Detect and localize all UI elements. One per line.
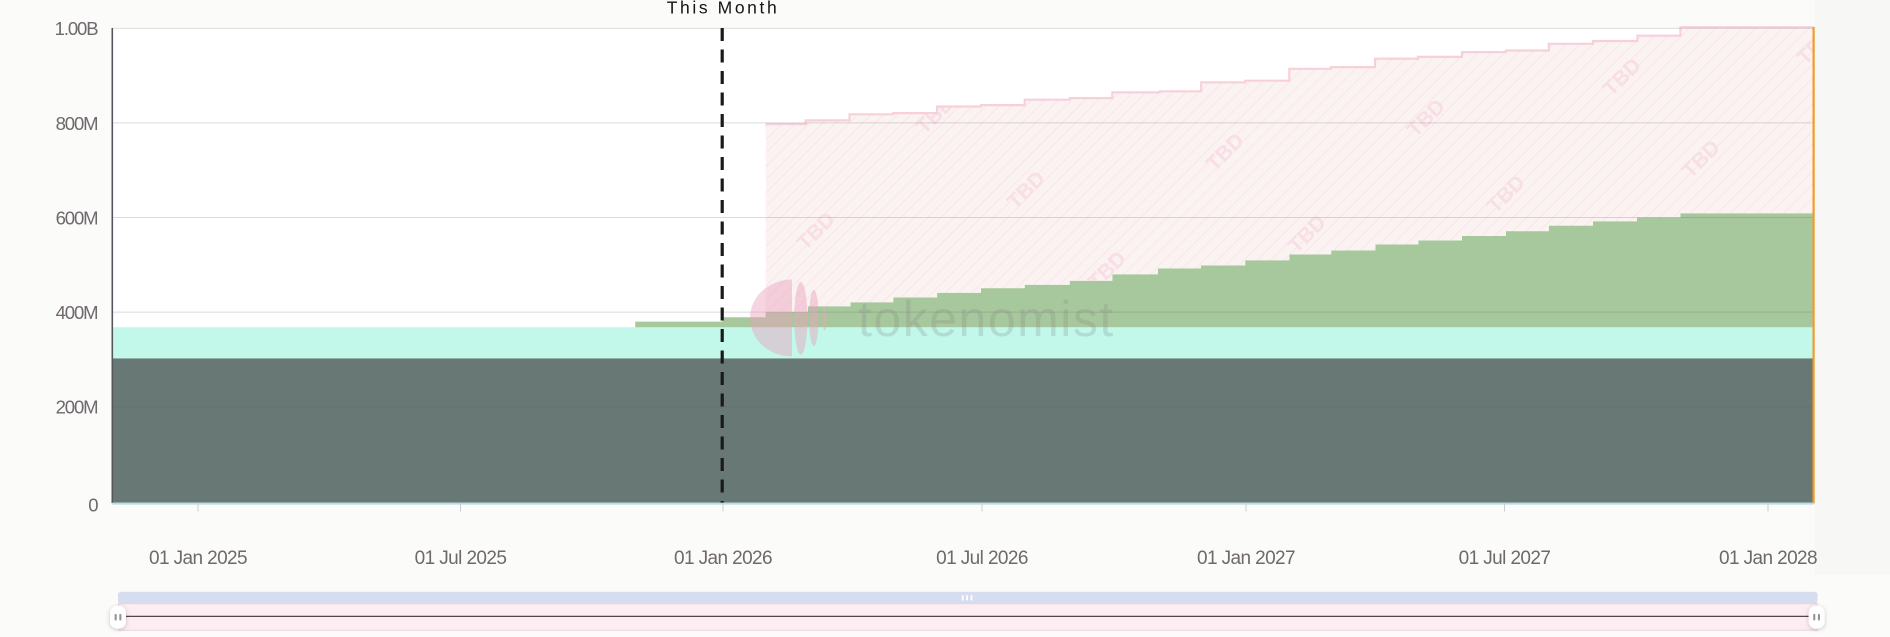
svg-text:01 Jul 2025: 01 Jul 2025 [415,548,507,569]
svg-text:400M: 400M [56,302,98,323]
svg-text:200M: 200M [56,397,98,418]
svg-text:This Month: This Month [667,0,780,18]
svg-text:600M: 600M [56,207,98,228]
svg-text:01 Jan 2025: 01 Jan 2025 [149,548,247,569]
svg-text:tokenomist: tokenomist [858,291,1115,347]
svg-text:01 Jan 2026: 01 Jan 2026 [674,548,772,569]
svg-text:01 Jul 2026: 01 Jul 2026 [936,548,1028,569]
svg-text:0: 0 [88,495,98,516]
svg-text:01 Jul 2027: 01 Jul 2027 [1459,548,1551,569]
svg-text:01 Jan 2028: 01 Jan 2028 [1719,548,1817,569]
svg-text:800M: 800M [56,113,98,134]
svg-text:1.00B: 1.00B [55,18,99,39]
svg-text:01 Jan 2027: 01 Jan 2027 [1197,548,1295,569]
